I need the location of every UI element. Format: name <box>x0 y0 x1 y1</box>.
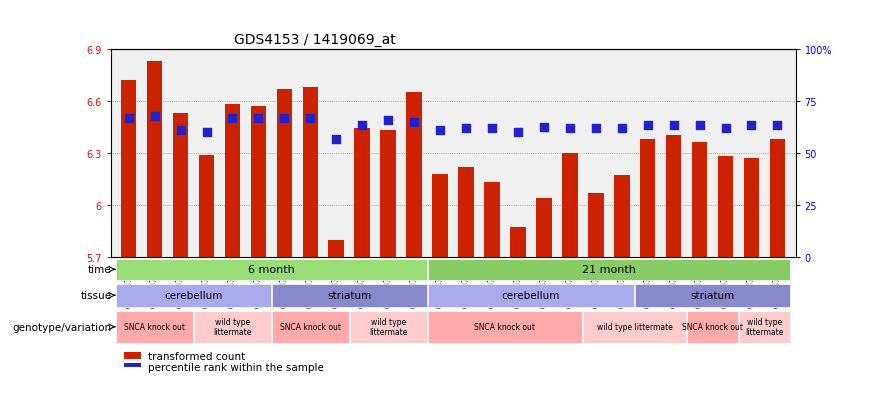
Text: percentile rank within the sample: percentile rank within the sample <box>149 362 324 372</box>
Point <box>381 117 395 124</box>
Text: transformed count: transformed count <box>149 351 246 361</box>
FancyBboxPatch shape <box>428 284 634 307</box>
FancyBboxPatch shape <box>194 311 271 343</box>
FancyBboxPatch shape <box>739 311 790 343</box>
Point <box>641 122 655 129</box>
Bar <box>588 193 604 257</box>
Bar <box>718 157 734 257</box>
Point <box>511 129 525 136</box>
Text: genotype/variation: genotype/variation <box>12 322 111 332</box>
Point <box>148 114 162 120</box>
Bar <box>536 198 552 257</box>
Bar <box>614 176 629 257</box>
FancyBboxPatch shape <box>583 311 686 343</box>
Text: 21 month: 21 month <box>582 265 636 275</box>
Point <box>719 126 733 133</box>
Bar <box>510 228 526 257</box>
Point <box>692 122 706 129</box>
FancyBboxPatch shape <box>116 311 193 343</box>
Point <box>770 122 784 129</box>
Bar <box>692 143 707 257</box>
Text: striatum: striatum <box>327 290 371 301</box>
Bar <box>199 155 214 257</box>
Bar <box>124 363 141 371</box>
Bar <box>277 89 292 257</box>
Text: SNCA knock out: SNCA knock out <box>280 323 341 332</box>
Text: SNCA knock out: SNCA knock out <box>124 323 185 332</box>
Point <box>303 116 317 122</box>
FancyBboxPatch shape <box>687 311 738 343</box>
Point <box>537 124 551 131</box>
Point <box>614 126 629 133</box>
FancyBboxPatch shape <box>272 284 427 307</box>
Point <box>459 126 473 133</box>
Text: SNCA knock out: SNCA knock out <box>682 323 743 332</box>
Bar <box>121 81 136 257</box>
Bar <box>743 159 759 257</box>
Bar <box>770 140 785 257</box>
Text: wild type
littermate: wild type littermate <box>745 317 783 337</box>
Text: cerebellum: cerebellum <box>502 290 560 301</box>
FancyBboxPatch shape <box>116 259 427 280</box>
Text: wild type littermate: wild type littermate <box>597 323 673 332</box>
Point <box>355 122 370 129</box>
Bar <box>172 114 188 257</box>
Bar <box>147 62 163 257</box>
Text: striatum: striatum <box>690 290 735 301</box>
FancyBboxPatch shape <box>636 284 790 307</box>
FancyBboxPatch shape <box>116 284 271 307</box>
Text: cerebellum: cerebellum <box>164 290 223 301</box>
Bar <box>225 105 240 257</box>
Text: GDS4153 / 1419069_at: GDS4153 / 1419069_at <box>233 33 395 47</box>
Point <box>485 126 499 133</box>
Point <box>667 122 681 129</box>
FancyBboxPatch shape <box>350 311 427 343</box>
Text: wild type
littermate: wild type littermate <box>369 317 408 337</box>
Text: wild type
littermate: wild type littermate <box>213 317 252 337</box>
Point <box>122 116 136 122</box>
Text: tissue: tissue <box>80 290 111 301</box>
Bar <box>302 88 318 257</box>
Bar <box>329 240 344 257</box>
Point <box>200 129 214 136</box>
Point <box>225 116 240 122</box>
Point <box>407 119 421 126</box>
Point <box>173 128 187 134</box>
FancyBboxPatch shape <box>428 311 583 343</box>
Point <box>278 116 292 122</box>
Bar <box>666 136 682 257</box>
Bar <box>354 129 370 257</box>
Bar <box>458 167 474 257</box>
Bar <box>124 352 141 360</box>
Point <box>329 136 343 143</box>
Text: SNCA knock out: SNCA knock out <box>475 323 536 332</box>
Point <box>589 126 603 133</box>
Bar <box>640 140 655 257</box>
Point <box>744 122 758 129</box>
Bar <box>407 93 422 257</box>
Point <box>251 116 265 122</box>
Bar <box>562 153 577 257</box>
Bar <box>484 183 499 257</box>
Point <box>563 126 577 133</box>
Text: 6 month: 6 month <box>248 265 294 275</box>
Bar <box>251 107 266 257</box>
Point <box>433 128 447 134</box>
FancyBboxPatch shape <box>428 259 790 280</box>
Bar <box>380 131 396 257</box>
FancyBboxPatch shape <box>272 311 348 343</box>
Bar <box>432 174 448 257</box>
Text: time: time <box>88 265 111 275</box>
